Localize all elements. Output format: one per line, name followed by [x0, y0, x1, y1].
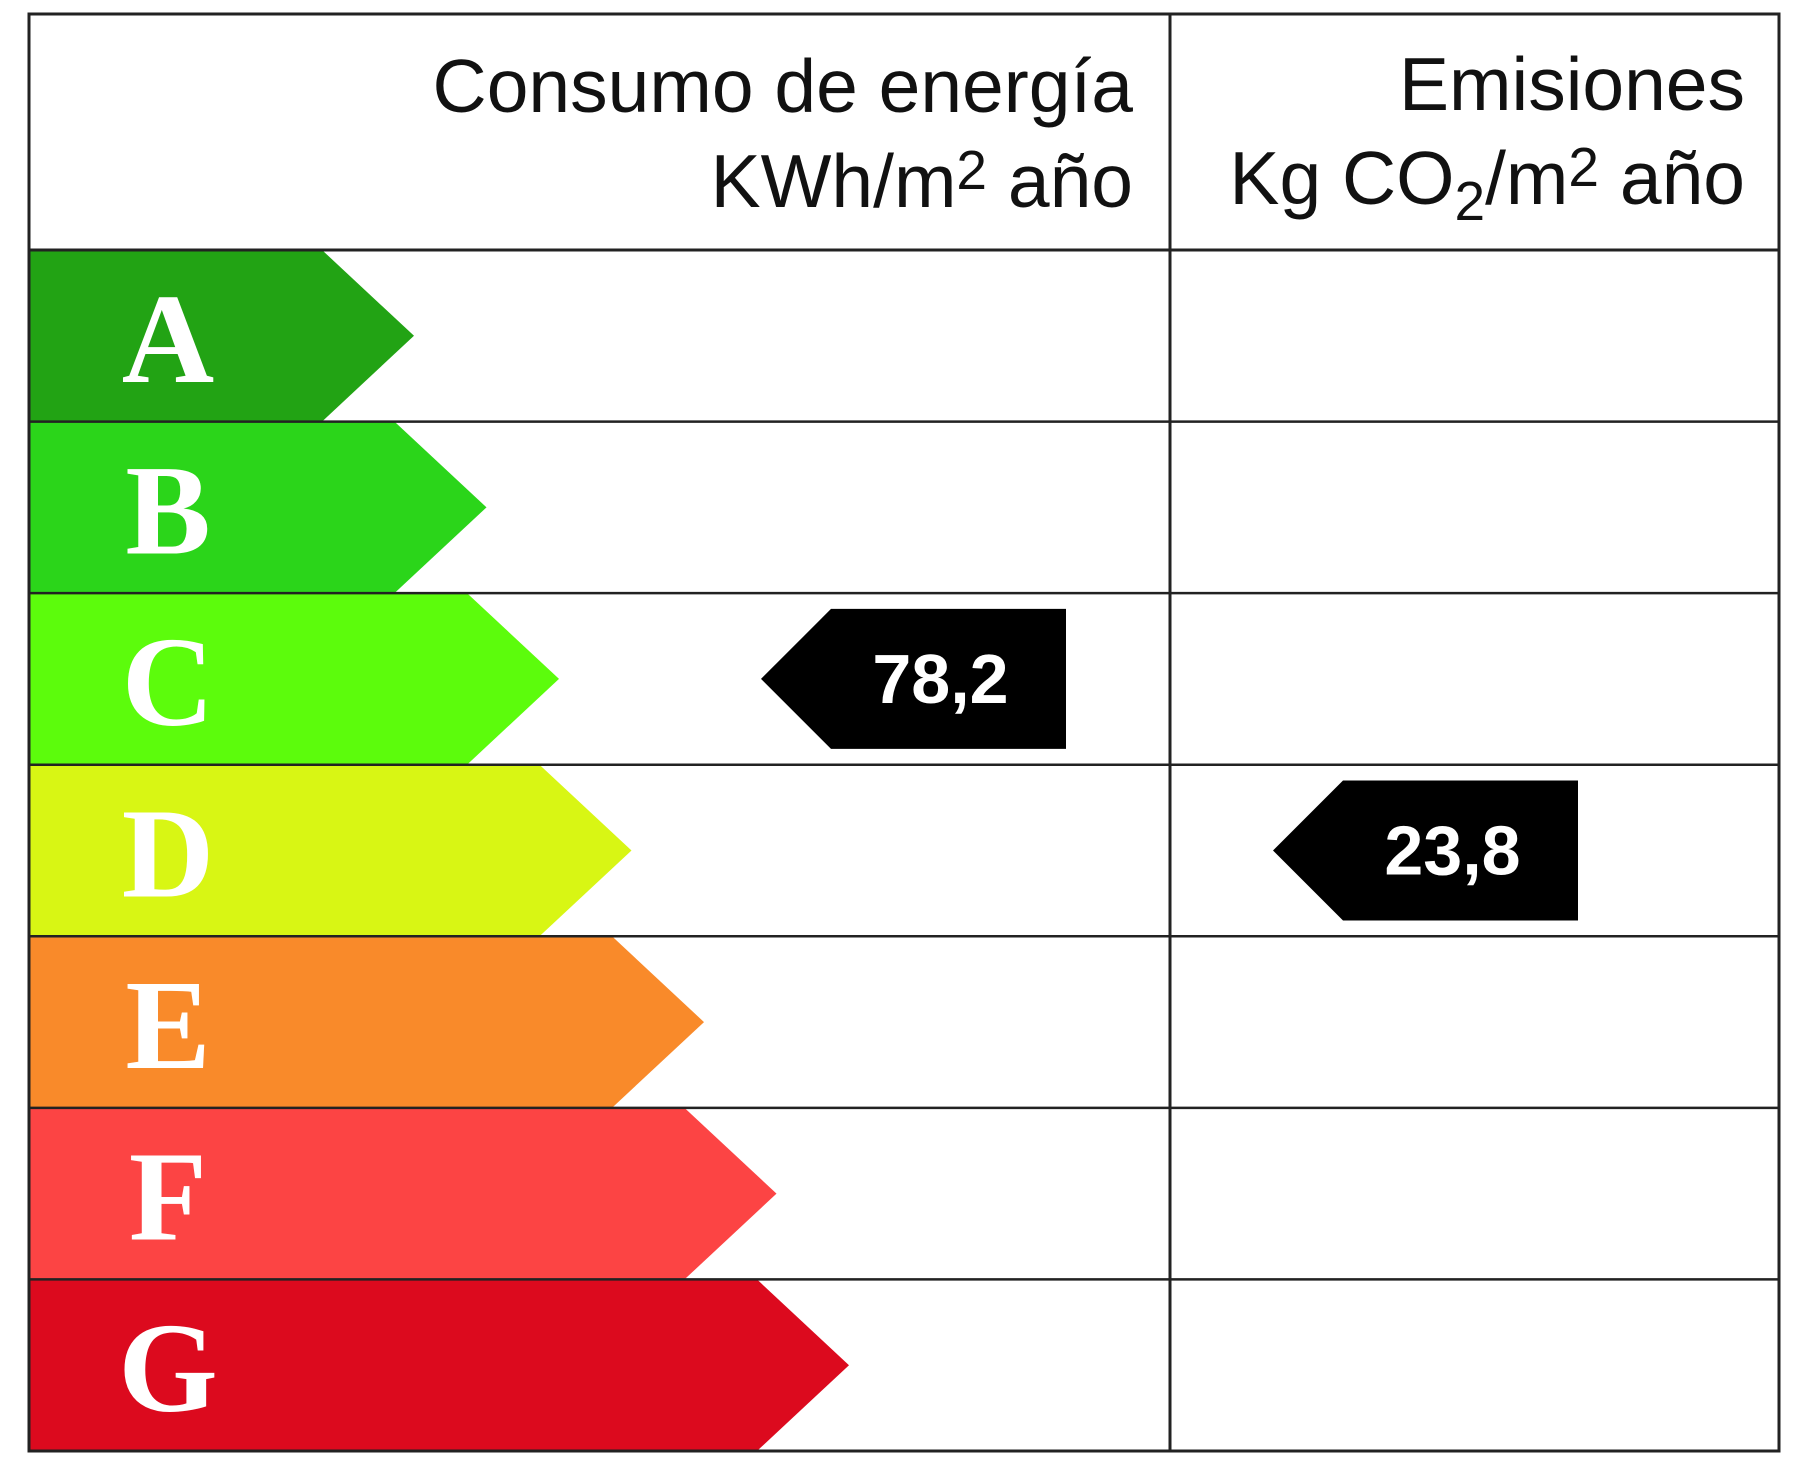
- value-label: 23,8: [1384, 812, 1520, 890]
- value-tag: [1273, 780, 1578, 921]
- rows: ABC 78,2 D 23,8 EFG: [29, 250, 1779, 1451]
- value-label: 78,2: [872, 640, 1008, 718]
- rating-letter: E: [125, 954, 210, 1096]
- unit-part: KWh/m: [711, 139, 957, 223]
- rating-arrow: [29, 250, 414, 422]
- rating-letter: A: [122, 268, 214, 410]
- unit-sup: 2: [956, 139, 987, 201]
- rating-arrow: [29, 1107, 777, 1280]
- rating-arrow: [29, 764, 632, 937]
- unit-part: año: [1599, 136, 1745, 220]
- rating-arrow: [29, 421, 487, 594]
- rating-arrow: [29, 936, 704, 1108]
- unit-part: año: [987, 139, 1133, 223]
- rating-letter: D: [122, 783, 214, 925]
- unit-part: /m: [1485, 136, 1568, 220]
- unit-sub: 2: [1455, 170, 1486, 232]
- unit-part: Kg CO: [1229, 136, 1454, 220]
- unit-sup: 2: [1568, 136, 1599, 198]
- value-tag: [761, 608, 1066, 749]
- energy-title: Consumo de energía: [433, 44, 1134, 128]
- emissions-title: Emisiones: [1399, 42, 1745, 126]
- rating-letter: F: [129, 1126, 207, 1268]
- rating-letter: B: [125, 439, 210, 581]
- rating-letter: C: [122, 611, 214, 753]
- energy-unit: KWh/m2 año: [711, 139, 1133, 223]
- table-border: [27, 12, 1781, 1453]
- rating-arrow: [29, 1279, 849, 1451]
- rating-arrow: [29, 593, 559, 765]
- rating-letter: G: [118, 1297, 218, 1439]
- emissions-unit: Kg CO2/m2 año: [1229, 136, 1745, 232]
